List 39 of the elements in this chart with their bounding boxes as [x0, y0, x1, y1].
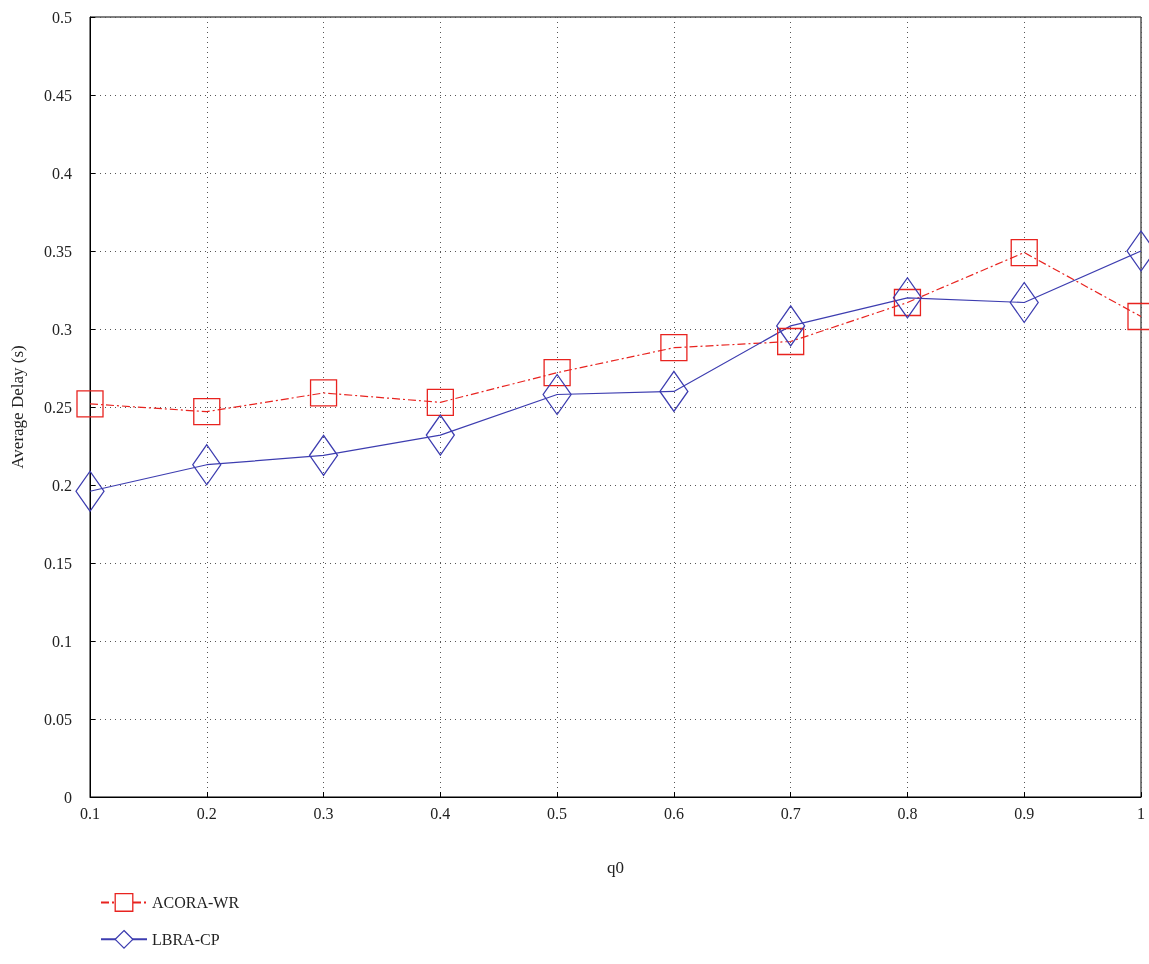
point — [660, 334, 688, 362]
point — [193, 398, 221, 426]
y-tick-label: 0.4 — [52, 164, 72, 182]
point — [308, 434, 339, 477]
y-tick-label: 0 — [64, 788, 72, 806]
point — [892, 277, 923, 319]
point — [776, 305, 806, 347]
x-tick-label: 0.7 — [780, 804, 801, 822]
legend-label: LBRA-CP — [152, 930, 220, 948]
y-tick-label: 0.3 — [52, 320, 72, 338]
x-tick-label: 0.4 — [430, 804, 451, 822]
x-tick-label: 0.3 — [313, 804, 334, 822]
point — [75, 470, 105, 512]
x-tick-label: 1 — [1137, 804, 1145, 822]
x-axis-title: q0 — [607, 858, 624, 877]
point — [426, 388, 454, 416]
y-tick-label: 0.45 — [44, 86, 72, 104]
x-tick-label: 0.9 — [1014, 804, 1035, 822]
x-tick-label: 0.6 — [663, 804, 684, 822]
y-tick-label: 0.35 — [44, 242, 72, 260]
y-tick-label: 0.2 — [52, 476, 72, 494]
y-tick-label: 0.25 — [44, 398, 72, 416]
x-tick-label: 0.8 — [897, 804, 918, 822]
point — [777, 327, 805, 356]
y-tick-label: 0.15 — [44, 554, 72, 572]
point — [425, 414, 455, 456]
point — [543, 359, 571, 387]
point — [309, 379, 338, 407]
y-tick-label: 0.5 — [52, 8, 72, 26]
y-tick-label: 0.05 — [44, 710, 72, 728]
legend-label: ACORA-WR — [152, 893, 240, 911]
x-tick-label: 0.2 — [196, 804, 217, 822]
point — [192, 444, 222, 486]
point — [1010, 238, 1038, 267]
y-axis-title: Average Delay (s) — [8, 345, 27, 469]
x-tick-label: 0.1 — [80, 804, 100, 822]
y-tick-label: 0.1 — [52, 632, 72, 650]
point — [76, 390, 104, 418]
x-tick-label: 0.5 — [547, 804, 568, 822]
